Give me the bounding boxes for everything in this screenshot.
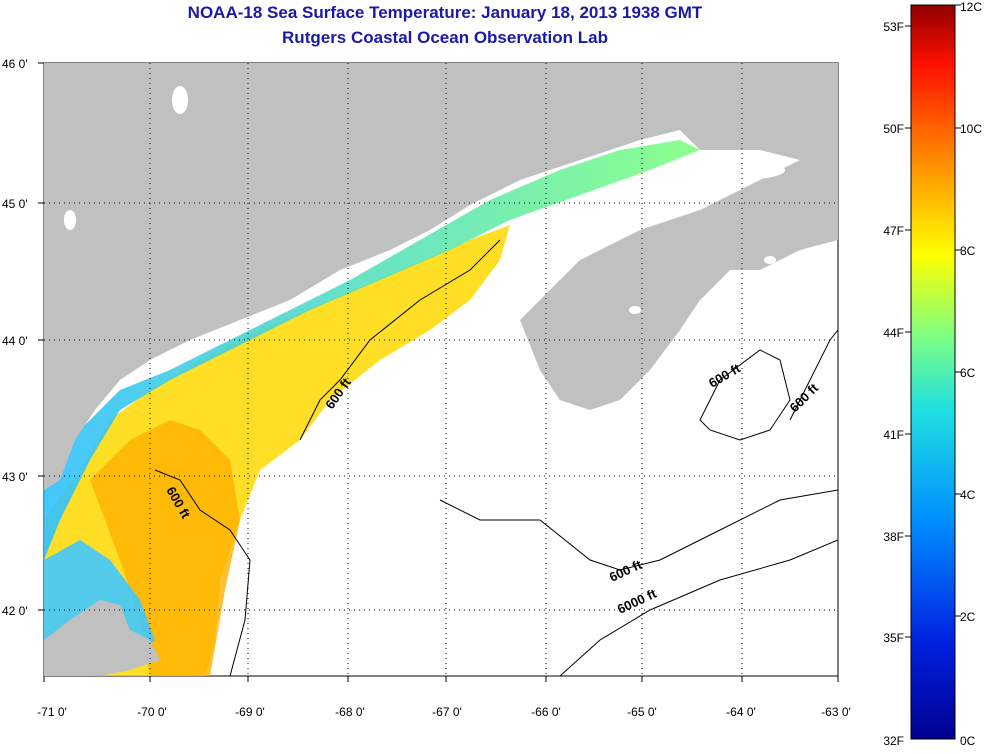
contour-6000	[559, 539, 838, 676]
contour-600-west	[154, 469, 251, 676]
contour-600-georges	[439, 489, 838, 571]
colorbar-celsius-labels: 12C 10C 8C 6C 4C 2C 0C	[960, 0, 982, 748]
fahrenheit-label: 38F	[883, 530, 904, 544]
fahrenheit-label: 35F	[883, 631, 904, 645]
celsius-label: 6C	[960, 366, 976, 380]
contour-600-east-b	[789, 329, 838, 421]
lon-label: -66 0'	[531, 705, 561, 719]
lon-label: -63 0'	[821, 705, 851, 719]
fahrenheit-label: 53F	[883, 20, 904, 34]
lat-label: 44 0'	[2, 334, 28, 348]
sst-orange-core	[90, 420, 240, 676]
celsius-label: 2C	[960, 610, 976, 624]
colorbar: 53F 50F 47F 44F 41F 38F 35F 32F 12C 10C …	[883, 0, 982, 748]
longitude-labels: -71 0' -70 0' -69 0' -68 0' -67 0' -66 0…	[37, 705, 851, 719]
contour-600-east-a	[699, 349, 791, 441]
lon-label: -65 0'	[627, 705, 657, 719]
contour-600-gulf	[299, 239, 501, 441]
lat-label: 46 0'	[2, 57, 28, 71]
lon-label: -69 0'	[235, 705, 265, 719]
fahrenheit-label: 50F	[883, 122, 904, 136]
celsius-label: 10C	[960, 122, 982, 136]
colorbar-gradient	[910, 4, 956, 740]
graticule	[44, 63, 838, 676]
fahrenheit-label: 44F	[883, 326, 904, 340]
celsius-label: 0C	[960, 734, 976, 748]
land-new-england	[44, 63, 838, 490]
celsius-label: 4C	[960, 488, 976, 502]
fahrenheit-label: 41F	[883, 428, 904, 442]
fahrenheit-label: 47F	[883, 224, 904, 238]
fahrenheit-label: 32F	[883, 734, 904, 748]
map-subtitle: Rutgers Coastal Ocean Observation Lab	[282, 28, 608, 47]
land-cape-cod	[44, 600, 160, 676]
lon-label: -71 0'	[37, 705, 67, 719]
lat-label: 42 0'	[2, 604, 28, 618]
lon-label: -68 0'	[335, 705, 365, 719]
map-title: NOAA-18 Sea Surface Temperature: January…	[187, 3, 703, 22]
celsius-label: 8C	[960, 244, 976, 258]
lon-label: -70 0'	[137, 705, 167, 719]
axis-ticks	[38, 62, 839, 682]
latitude-labels: 46 0' 45 0' 44 0' 43 0' 42 0'	[2, 57, 28, 618]
colorbar-ticks	[905, 4, 961, 638]
lakes	[64, 86, 785, 314]
celsius-label: 12C	[960, 0, 982, 14]
colorbar-fahrenheit-labels: 53F 50F 47F 44F 41F 38F 35F 32F	[883, 20, 904, 748]
lon-label: -64 0'	[726, 705, 756, 719]
land-nova-scotia-tip	[520, 230, 740, 410]
lat-label: 43 0'	[2, 470, 28, 484]
lat-label: 45 0'	[2, 197, 28, 211]
lon-label: -67 0'	[432, 705, 462, 719]
bathymetry-contours	[154, 239, 838, 676]
